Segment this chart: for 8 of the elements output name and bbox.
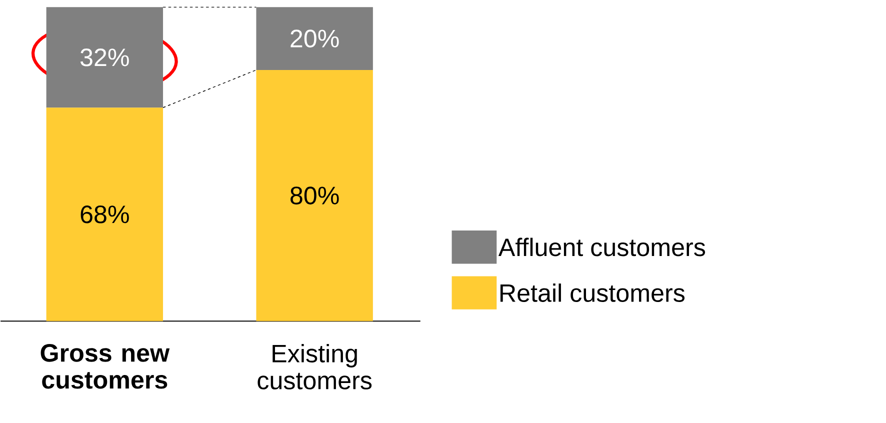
data-label: 32% bbox=[80, 48, 129, 66]
x-tick-label: Gross new customers bbox=[40, 344, 170, 389]
data-label: 80% bbox=[290, 186, 339, 204]
data-label: 20% bbox=[290, 29, 339, 48]
data-label: 68% bbox=[80, 205, 129, 224]
legend-label: Retail customers bbox=[500, 283, 685, 302]
legend-label: Affluent customers bbox=[498, 238, 706, 256]
x-tick-label: Existing customers bbox=[258, 344, 372, 390]
